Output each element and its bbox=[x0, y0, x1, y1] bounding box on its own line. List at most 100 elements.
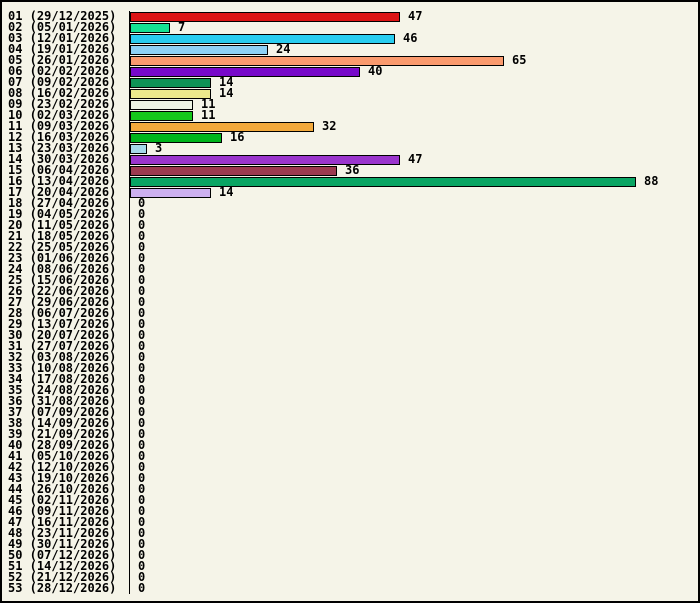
value-label: 0 bbox=[138, 284, 146, 298]
bar-track: 0 bbox=[129, 284, 698, 298]
row-label: 06 (02/02/2026) bbox=[8, 64, 117, 78]
bar-track: 0 bbox=[129, 449, 698, 463]
value-label: 11 bbox=[201, 97, 216, 111]
bar-track: 46 bbox=[129, 32, 698, 44]
row-label: 53 (28/12/2026) bbox=[8, 581, 117, 595]
row-label: 48 (23/11/2026) bbox=[8, 526, 117, 540]
row-label: 10 (02/03/2026) bbox=[8, 108, 117, 122]
value-label: 0 bbox=[138, 438, 146, 452]
value-label: 0 bbox=[138, 372, 146, 386]
chart-row: 46 (09/11/2026) 0 bbox=[2, 504, 698, 518]
bar-track: 0 bbox=[129, 406, 698, 418]
bar-track: 14 bbox=[129, 87, 698, 99]
row-label: 28 (06/07/2026) bbox=[8, 306, 117, 320]
value-label: 0 bbox=[138, 482, 146, 496]
row-label: 09 (23/02/2026) bbox=[8, 97, 117, 111]
chart-row: 25 (15/06/2026) 0 bbox=[2, 273, 698, 287]
chart-row: 14 (30/03/2026) 47 bbox=[2, 152, 698, 166]
chart-row: 12 (16/03/2026) 16 bbox=[2, 130, 698, 144]
row-label: 15 (06/04/2026) bbox=[8, 163, 117, 177]
value-label: 0 bbox=[138, 251, 146, 265]
bar bbox=[130, 88, 211, 99]
chart-row: 02 (05/01/2026) 7 bbox=[2, 21, 698, 33]
value-label: 0 bbox=[138, 504, 146, 518]
value-label: 0 bbox=[138, 306, 146, 320]
chart-row: 21 (18/05/2026) 0 bbox=[2, 229, 698, 243]
chart-row: 15 (06/04/2026) 36 bbox=[2, 163, 698, 177]
row-label: 03 (12/01/2026) bbox=[8, 31, 117, 45]
row-label: 36 (31/08/2026) bbox=[8, 394, 117, 408]
bar-track: 40 bbox=[129, 65, 698, 77]
value-label: 0 bbox=[138, 515, 146, 529]
row-label: 32 (03/08/2026) bbox=[8, 350, 117, 364]
row-label: 22 (25/05/2026) bbox=[8, 240, 117, 254]
row-label: 20 (11/05/2026) bbox=[8, 218, 117, 232]
row-label: 14 (30/03/2026) bbox=[8, 152, 117, 166]
bar bbox=[130, 33, 395, 44]
bar-track: 0 bbox=[129, 515, 698, 529]
value-label: 0 bbox=[138, 570, 146, 584]
bar bbox=[130, 176, 636, 187]
bar bbox=[130, 77, 211, 88]
chart-row: 53 (28/12/2026) 0 bbox=[2, 581, 698, 595]
value-label: 0 bbox=[138, 493, 146, 507]
row-label: 27 (29/06/2026) bbox=[8, 295, 117, 309]
bar bbox=[130, 55, 504, 66]
bar-track: 88 bbox=[129, 174, 698, 188]
bar-track: 0 bbox=[129, 306, 698, 320]
row-label: 21 (18/05/2026) bbox=[8, 229, 117, 243]
bar bbox=[130, 187, 211, 198]
bar-track: 0 bbox=[129, 570, 698, 584]
bar-track: 0 bbox=[129, 582, 698, 594]
bar-track: 0 bbox=[129, 438, 698, 452]
chart-row: 45 (02/11/2026) 0 bbox=[2, 493, 698, 507]
value-label: 24 bbox=[276, 42, 291, 56]
chart-row: 26 (22/06/2026) 0 bbox=[2, 284, 698, 298]
bar-track: 0 bbox=[129, 317, 698, 331]
row-label: 08 (16/02/2026) bbox=[8, 86, 117, 100]
bar-track: 47 bbox=[129, 153, 698, 165]
chart-row: 35 (24/08/2026) 0 bbox=[2, 383, 698, 397]
bar-track: 0 bbox=[129, 493, 698, 507]
chart-row: 39 (21/09/2026) 0 bbox=[2, 428, 698, 440]
bar-track: 0 bbox=[129, 395, 698, 407]
value-label: 0 bbox=[138, 328, 146, 342]
chart-row: 08 (16/02/2026) 14 bbox=[2, 86, 698, 100]
bar-track: 0 bbox=[129, 230, 698, 242]
value-label: 36 bbox=[345, 163, 360, 177]
chart-row: 20 (11/05/2026) 0 bbox=[2, 218, 698, 232]
bar-track: 0 bbox=[129, 538, 698, 550]
row-label: 29 (13/07/2026) bbox=[8, 317, 117, 331]
chart-row: 18 (27/04/2026) 0 bbox=[2, 197, 698, 209]
value-label: 16 bbox=[230, 130, 245, 144]
value-label: 0 bbox=[138, 273, 146, 287]
value-label: 0 bbox=[138, 317, 146, 331]
value-label: 0 bbox=[138, 295, 146, 309]
value-label: 0 bbox=[138, 218, 146, 232]
bar-track: 0 bbox=[129, 340, 698, 352]
row-label: 51 (14/12/2026) bbox=[8, 559, 117, 573]
bar bbox=[130, 154, 400, 165]
bar-track: 0 bbox=[129, 351, 698, 363]
row-label: 42 (12/10/2026) bbox=[8, 460, 117, 474]
value-label: 0 bbox=[138, 449, 146, 463]
value-label: 88 bbox=[644, 174, 659, 188]
bar-track: 0 bbox=[129, 295, 698, 309]
bar-track: 0 bbox=[129, 416, 698, 430]
row-label: 19 (04/05/2026) bbox=[8, 207, 117, 221]
row-label: 34 (17/08/2026) bbox=[8, 372, 117, 386]
value-label: 0 bbox=[138, 548, 146, 562]
bar-track: 0 bbox=[129, 251, 698, 265]
bar-track: 14 bbox=[129, 186, 698, 198]
row-label: 35 (24/08/2026) bbox=[8, 383, 117, 397]
chart-row: 16 (13/04/2026) 88 bbox=[2, 174, 698, 188]
value-label: 0 bbox=[138, 526, 146, 540]
chart-row: 10 (02/03/2026) 11 bbox=[2, 108, 698, 122]
value-label: 0 bbox=[138, 416, 146, 430]
bar bbox=[130, 132, 222, 143]
value-label: 0 bbox=[138, 460, 146, 474]
row-label: 33 (10/08/2026) bbox=[8, 361, 117, 375]
row-label: 43 (19/10/2026) bbox=[8, 471, 117, 485]
chart-row: 44 (26/10/2026) 0 bbox=[2, 482, 698, 496]
